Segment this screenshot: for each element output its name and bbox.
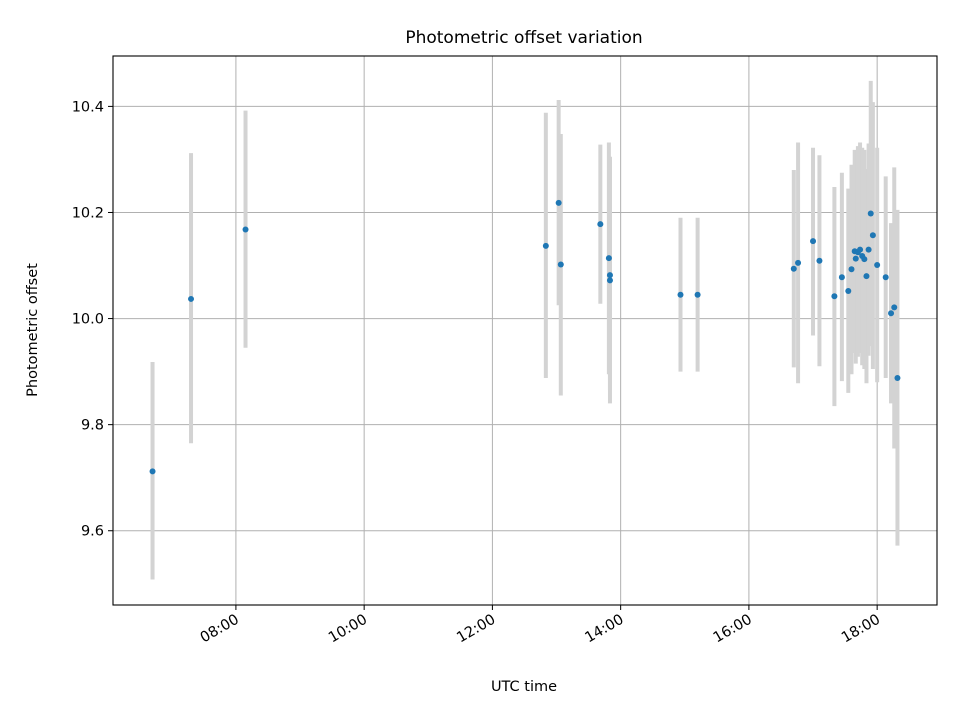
data-point: [894, 374, 901, 381]
x-tick-label: 14:00: [582, 612, 626, 647]
data-point: [845, 287, 852, 294]
data-point: [606, 277, 613, 284]
y-tick-label: 9.6: [81, 524, 104, 540]
data-point: [869, 232, 876, 239]
data-point: [606, 272, 613, 279]
data-point: [597, 221, 604, 228]
y-tick-label: 10.2: [72, 205, 104, 221]
data-point: [852, 255, 859, 262]
data-point: [810, 238, 817, 245]
x-tick-label: 08:00: [198, 612, 242, 647]
data-point: [838, 274, 845, 281]
y-tick-label: 10.0: [72, 312, 104, 328]
x-tick-label: 16:00: [711, 612, 755, 647]
data-point: [831, 293, 838, 300]
data-point: [865, 246, 872, 253]
data-point: [242, 226, 249, 233]
data-point: [867, 210, 874, 217]
chart-title: Photometric offset variation: [405, 28, 642, 48]
data-point: [790, 265, 797, 272]
error-bars: [150, 80, 900, 580]
data-point: [605, 255, 612, 262]
data-point: [555, 199, 562, 206]
data-point: [188, 295, 195, 302]
data-point: [848, 266, 855, 273]
data-point: [882, 274, 889, 281]
data-point: [542, 242, 549, 249]
y-tick-label: 10.4: [72, 99, 104, 115]
x-tick-label: 12:00: [454, 612, 498, 647]
x-tick-label: 18:00: [839, 612, 883, 647]
plot-frame: [112, 55, 938, 606]
data-point: [861, 256, 868, 263]
data-point: [874, 261, 881, 268]
y-tick-label: 9.8: [81, 418, 104, 434]
data-points: [149, 199, 901, 475]
data-point: [863, 273, 870, 280]
x-axis-label: UTC time: [491, 679, 557, 695]
data-point: [694, 291, 701, 298]
data-point: [149, 468, 156, 475]
data-point: [888, 310, 895, 317]
x-tick-label: 10:00: [326, 612, 370, 647]
data-point: [557, 261, 564, 268]
data-point: [795, 259, 802, 266]
data-point: [816, 257, 823, 264]
data-point: [891, 304, 898, 311]
y-axis-label: Photometric offset: [25, 263, 41, 397]
y-axis: 9.6 9.8 10.0 10.2 10.4: [72, 99, 113, 540]
x-axis: 08:00 10:00 12:00 14:00 16:00 18:00: [198, 605, 883, 646]
data-point: [857, 246, 864, 253]
data-point: [677, 291, 684, 298]
